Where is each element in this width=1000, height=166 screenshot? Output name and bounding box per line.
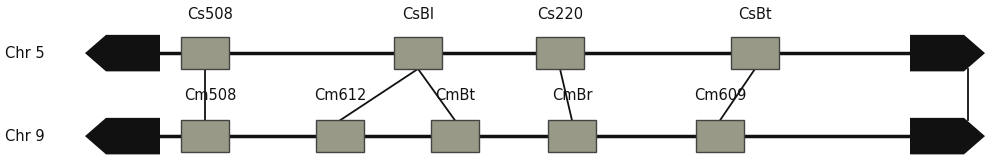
Text: Cs508: Cs508 [187,7,233,22]
Polygon shape [85,118,160,154]
Text: Cs220: Cs220 [537,7,583,22]
Text: Chr 9: Chr 9 [5,129,45,144]
Bar [316,120,364,152]
Text: Cm612: Cm612 [314,88,366,103]
Polygon shape [910,35,985,71]
Bar [536,37,584,69]
Text: Cm508: Cm508 [184,88,236,103]
Bar [431,120,479,152]
Text: Chr 5: Chr 5 [5,46,45,61]
Bar [181,37,229,69]
Text: Cm609: Cm609 [694,88,746,103]
Bar [731,37,779,69]
Bar [181,120,229,152]
Text: CmBt: CmBt [435,88,475,103]
Text: CsBt: CsBt [738,7,772,22]
Bar [696,120,744,152]
Polygon shape [85,35,160,71]
Bar [548,120,596,152]
Text: CsBl: CsBl [402,7,434,22]
Text: CmBr: CmBr [552,88,592,103]
Polygon shape [910,118,985,154]
Bar [394,37,442,69]
